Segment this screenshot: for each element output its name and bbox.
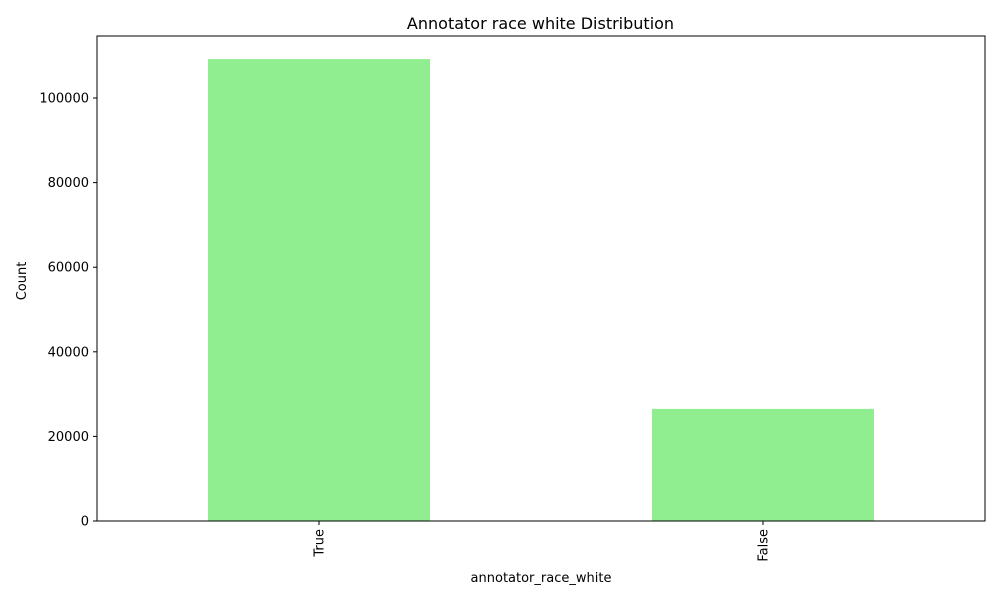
- y-axis-title: Count: [15, 262, 30, 301]
- plot-area: [208, 59, 874, 521]
- y-tick-label: 0: [81, 515, 89, 530]
- x-axis: True False: [313, 521, 772, 562]
- x-axis-title: annotator_race_white: [471, 571, 612, 586]
- x-tick-label: True: [313, 529, 328, 558]
- bar-false: [652, 408, 874, 521]
- bar-true: [208, 59, 430, 521]
- plot-frame: [96, 35, 986, 522]
- y-tick-label: 100000: [39, 92, 89, 107]
- y-tick-label: 40000: [48, 345, 89, 360]
- x-tick-label: False: [757, 529, 772, 562]
- y-tick-label: 80000: [48, 176, 89, 191]
- chart-title: Annotator race white Distribution: [407, 14, 674, 33]
- y-tick-label: 20000: [48, 430, 89, 445]
- y-tick-label: 60000: [48, 261, 89, 276]
- y-axis: 0 20000 40000 60000 80000 100000: [39, 92, 97, 530]
